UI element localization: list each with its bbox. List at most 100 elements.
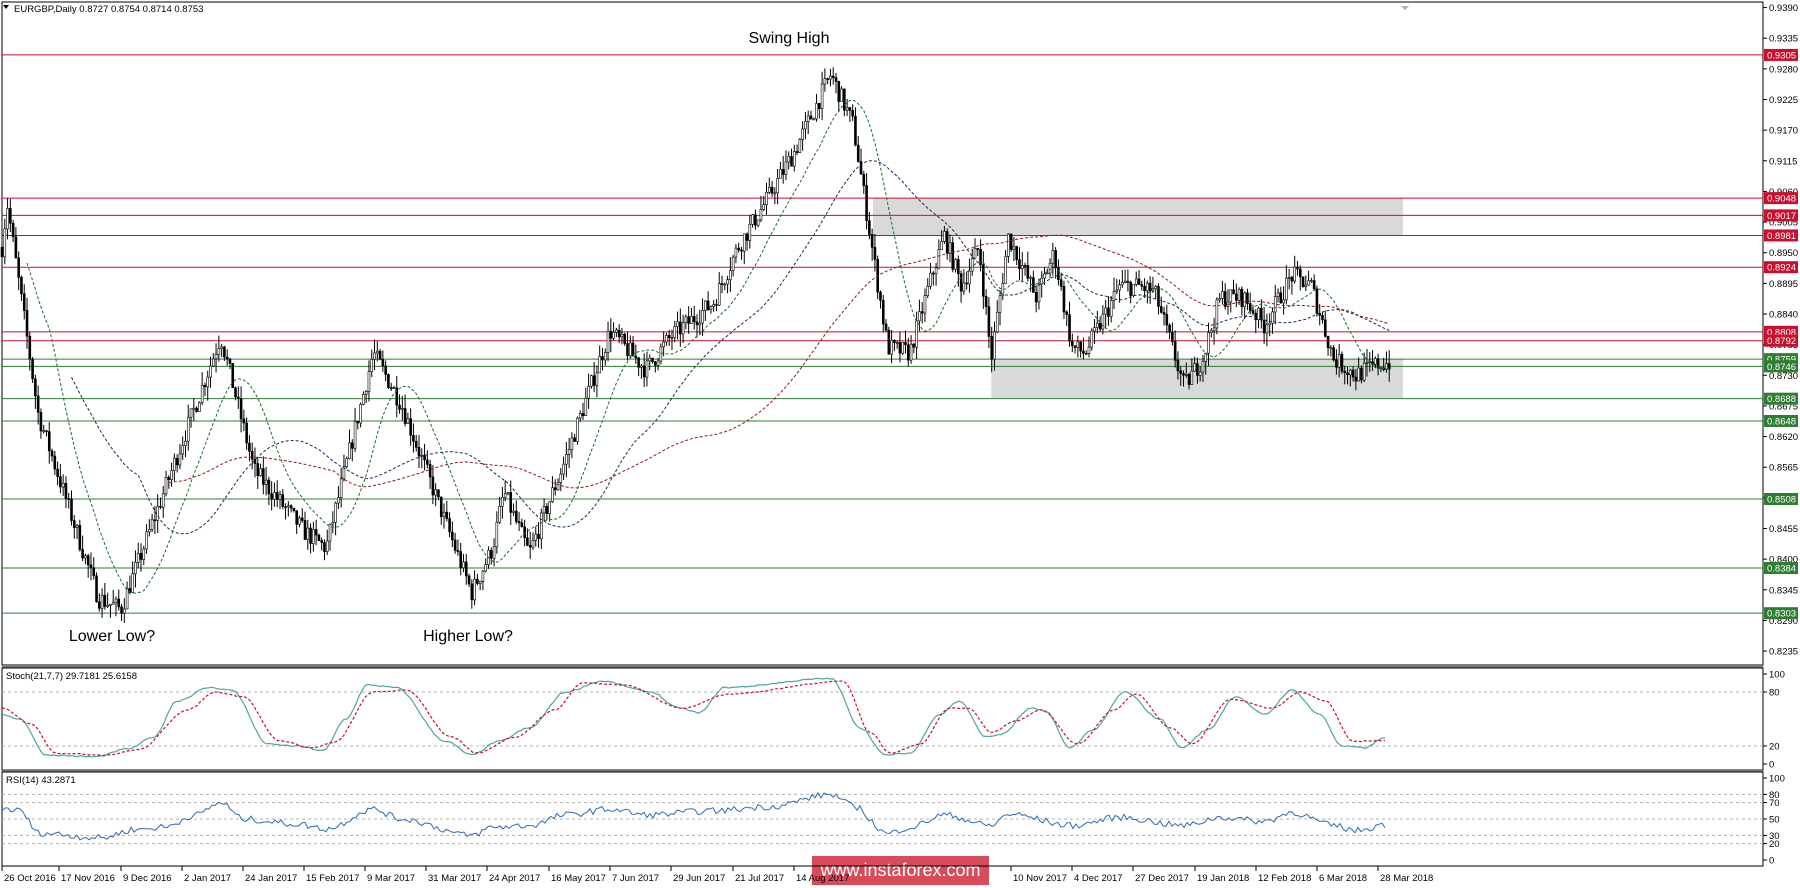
level-price-tag	[1764, 492, 1798, 505]
candle-body	[912, 343, 916, 348]
candle-body	[125, 588, 129, 610]
candle-body	[75, 525, 79, 528]
candle-body	[845, 107, 849, 111]
candle-body	[620, 333, 624, 338]
candle-body	[795, 151, 799, 153]
candle-body	[34, 378, 37, 397]
candle-body	[951, 242, 955, 270]
candle-body	[103, 594, 107, 607]
candle-body	[1337, 354, 1341, 368]
candle-body	[153, 519, 157, 522]
candle-body	[50, 450, 54, 457]
candle-body	[334, 502, 337, 523]
candle-body	[200, 384, 204, 403]
candle-body	[445, 511, 449, 519]
candle-body	[1321, 315, 1324, 321]
candle-body	[1323, 319, 1327, 337]
rsi-y-tick-label: 70	[1769, 798, 1780, 809]
candle-body	[837, 81, 841, 102]
candle-body	[1254, 312, 1258, 320]
y-tick-label: 0.8950	[1769, 248, 1798, 259]
candle-body	[373, 352, 376, 360]
candle-body	[609, 330, 613, 339]
candle-body	[993, 331, 996, 360]
x-tick-label: 28 Mar 2018	[1380, 873, 1433, 884]
x-tick-label: 4 Dec 2017	[1074, 873, 1123, 884]
candle-body	[517, 521, 521, 524]
candle-body	[1162, 312, 1166, 315]
candle-body	[592, 375, 596, 386]
candle-body	[167, 477, 171, 480]
candle-body	[587, 385, 590, 399]
candle-body	[362, 394, 365, 405]
level-price-tag-label: 0.8924	[1767, 263, 1796, 274]
x-tick-label: 9 Mar 2017	[367, 873, 415, 884]
candle-body	[890, 339, 893, 355]
candle-body	[428, 464, 432, 478]
candle-body	[926, 286, 930, 296]
candle-body	[142, 548, 146, 560]
y-tick-label: 0.9390	[1769, 3, 1798, 14]
candle-body	[754, 214, 757, 226]
candle-body	[1312, 280, 1316, 290]
candle-body	[848, 107, 852, 111]
candle-body	[1082, 350, 1085, 354]
candle-body	[856, 144, 860, 162]
candle-body	[929, 272, 932, 287]
candle-body	[998, 295, 1002, 313]
candle-body	[109, 603, 112, 606]
candle-body	[451, 531, 454, 541]
rsi-y-tick-label: 0	[1769, 856, 1774, 867]
candle-body	[1079, 341, 1082, 352]
candle-body	[834, 77, 838, 82]
candle-body	[909, 343, 913, 361]
candle-body	[378, 350, 382, 360]
candle-body	[851, 110, 854, 117]
candle-body	[715, 304, 718, 306]
level-price-tag	[1764, 261, 1798, 274]
level-price-tag	[1764, 562, 1798, 575]
level-price-tag-label: 0.9017	[1767, 211, 1796, 222]
candle-body	[868, 220, 871, 235]
candle-body	[1096, 322, 1099, 328]
candle-body	[881, 300, 885, 325]
level-price-tag-label: 0.8792	[1767, 336, 1796, 347]
candle-body	[1137, 278, 1141, 285]
candle-body	[489, 549, 493, 559]
level-price-tag-label: 0.8384	[1767, 564, 1796, 575]
candle-body	[42, 430, 46, 432]
candle-body	[211, 358, 215, 367]
candle-body	[1184, 374, 1188, 376]
candle-body	[1235, 293, 1238, 301]
candle-body	[64, 482, 68, 499]
candle-body	[1265, 324, 1269, 334]
stoch-signal-line	[1, 680, 1386, 757]
dropdown-triangle-icon[interactable]	[3, 5, 9, 9]
candle-body	[1054, 250, 1057, 268]
candle-body	[462, 561, 465, 569]
candle-body	[1198, 371, 1202, 376]
candle-body	[1029, 277, 1032, 279]
candle-body	[698, 322, 702, 326]
candle-body	[1143, 285, 1146, 292]
candle-body	[1068, 314, 1071, 342]
candle-body	[492, 546, 496, 559]
candle-body	[348, 442, 351, 460]
candle-body	[526, 537, 529, 546]
candle-body	[220, 346, 223, 349]
candle-body	[364, 391, 368, 395]
candle-body	[695, 321, 699, 326]
chart-shift-icon	[1401, 6, 1409, 10]
candle-body	[381, 359, 385, 367]
candle-body	[1332, 347, 1335, 361]
candle-body	[1062, 286, 1066, 313]
candle-body	[281, 494, 285, 507]
candle-body	[95, 575, 98, 603]
candle-body	[156, 506, 159, 521]
candle-body	[1365, 362, 1369, 364]
candle-body	[901, 342, 905, 354]
candle-body	[389, 387, 393, 389]
candle-body	[895, 342, 899, 344]
candle-body	[957, 259, 960, 274]
candle-body	[653, 361, 657, 366]
